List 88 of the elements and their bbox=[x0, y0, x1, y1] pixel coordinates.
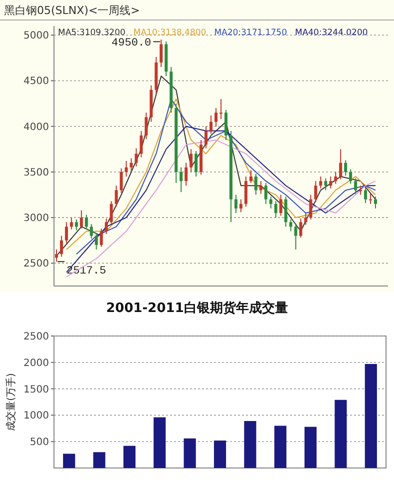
y-tick-label: 2000 bbox=[24, 358, 49, 369]
bar bbox=[334, 400, 347, 468]
bar bbox=[63, 454, 76, 468]
candlestick bbox=[234, 194, 238, 214]
candlestick bbox=[354, 178, 358, 194]
candlestick bbox=[60, 235, 63, 258]
candlestick bbox=[319, 176, 322, 189]
candlestick bbox=[219, 98, 222, 120]
candlestick bbox=[70, 217, 73, 230]
y-tick-label: 1000 bbox=[24, 410, 49, 422]
bar bbox=[184, 438, 196, 468]
candlestick bbox=[304, 212, 308, 226]
candlestick bbox=[110, 200, 113, 224]
candlestick bbox=[90, 223, 93, 240]
candlestick bbox=[349, 168, 352, 184]
candlestick bbox=[80, 210, 83, 230]
bar bbox=[304, 426, 317, 468]
candlestick bbox=[284, 196, 288, 228]
candlestick bbox=[374, 196, 378, 209]
candlestick bbox=[140, 130, 143, 158]
bar bbox=[93, 452, 106, 468]
candlestick bbox=[269, 196, 272, 209]
bar bbox=[214, 440, 226, 468]
y-tick-label: 4000 bbox=[24, 122, 49, 133]
candlestick bbox=[369, 193, 372, 204]
candlestick bbox=[329, 176, 332, 189]
text: MA10:3138.4800 bbox=[133, 28, 206, 38]
text: MA5:3109.3200 bbox=[58, 28, 126, 38]
candlestick bbox=[264, 182, 268, 204]
bar bbox=[364, 364, 377, 468]
bar bbox=[154, 417, 166, 468]
candlestick bbox=[64, 222, 68, 244]
candlestick bbox=[144, 112, 148, 140]
candlestick bbox=[120, 168, 123, 194]
candlestick bbox=[180, 166, 183, 193]
candlestick bbox=[54, 249, 58, 262]
candlestick bbox=[104, 218, 108, 234]
candlestick bbox=[279, 194, 282, 216]
text: MA20:3171.1750 bbox=[214, 28, 287, 38]
candlestick bbox=[289, 218, 292, 232]
candlestick bbox=[324, 178, 328, 191]
y-tick-label: 2500 bbox=[24, 258, 49, 270]
candlestick bbox=[74, 218, 78, 231]
candlestick bbox=[84, 214, 88, 230]
y-tick-label: 500 bbox=[30, 437, 49, 448]
candlestick bbox=[259, 180, 262, 194]
candlestick bbox=[239, 198, 242, 213]
candlestick bbox=[224, 109, 228, 141]
annotation: 4950.0 bbox=[112, 38, 152, 50]
annotation: 2517.5 bbox=[66, 266, 106, 278]
candlestick bbox=[249, 170, 252, 184]
candlestick bbox=[334, 171, 338, 184]
candlestick bbox=[190, 148, 193, 172]
candlestick bbox=[94, 232, 98, 250]
bar bbox=[274, 426, 286, 468]
candlestick bbox=[254, 173, 258, 196]
chart-title: 2001-2011白银期货年成交量 bbox=[106, 300, 288, 316]
candlestick bbox=[274, 200, 278, 218]
candlestick bbox=[344, 160, 348, 176]
y-tick-label: 2500 bbox=[24, 332, 49, 342]
candlestick bbox=[184, 162, 188, 186]
candlestick bbox=[309, 194, 312, 220]
line-series bbox=[56, 76, 376, 256]
candlestick bbox=[364, 186, 368, 204]
y-tick-label: 5000 bbox=[24, 30, 49, 42]
candlestick bbox=[204, 126, 208, 149]
text: MA40:3244.0200 bbox=[294, 28, 368, 38]
candlestick bbox=[100, 228, 103, 248]
y-tick-label: 4500 bbox=[24, 76, 49, 88]
y-axis-title: 成交量(万手) bbox=[5, 373, 17, 431]
candlestick bbox=[194, 150, 198, 178]
candlestick bbox=[114, 185, 118, 208]
candlestick bbox=[339, 148, 342, 180]
chart-title: 黑白钢05(SLNX)<一周线> bbox=[4, 4, 140, 17]
candlestick bbox=[130, 158, 133, 172]
y-tick-label: 3500 bbox=[24, 167, 49, 178]
candlestick bbox=[124, 160, 128, 178]
candlestick bbox=[210, 114, 213, 134]
candlestick bbox=[359, 185, 362, 196]
candlestick bbox=[160, 39, 163, 68]
candlestick bbox=[299, 218, 302, 238]
candlestick bbox=[244, 176, 248, 208]
candlestick bbox=[314, 180, 318, 203]
bar bbox=[123, 446, 136, 468]
candlestick bbox=[214, 108, 218, 127]
y-tick-label: 3000 bbox=[24, 213, 49, 224]
y-tick-label: 1500 bbox=[24, 384, 49, 396]
bar bbox=[244, 421, 256, 468]
